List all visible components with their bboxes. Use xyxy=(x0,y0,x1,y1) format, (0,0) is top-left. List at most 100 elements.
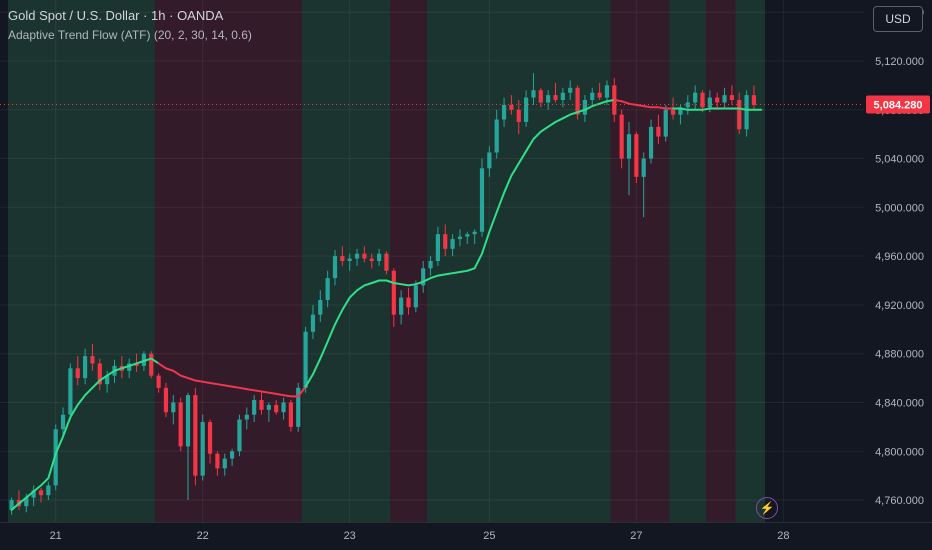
candle[interactable] xyxy=(230,448,235,466)
candle[interactable] xyxy=(413,280,418,313)
candle[interactable] xyxy=(751,85,757,110)
candle[interactable] xyxy=(97,358,102,391)
candle[interactable] xyxy=(700,90,705,113)
candle[interactable] xyxy=(560,87,565,108)
candle[interactable] xyxy=(391,268,396,327)
candle[interactable] xyxy=(384,251,389,275)
candle[interactable] xyxy=(362,246,367,263)
candle[interactable] xyxy=(310,304,316,340)
candle[interactable] xyxy=(75,356,80,386)
candle[interactable] xyxy=(318,290,323,322)
candle[interactable] xyxy=(516,100,521,135)
candle[interactable] xyxy=(501,97,507,127)
candle[interactable] xyxy=(252,395,257,422)
candle[interactable] xyxy=(354,248,360,266)
candle[interactable] xyxy=(634,131,639,183)
candle[interactable] xyxy=(648,119,654,164)
candle[interactable] xyxy=(428,256,433,276)
candle[interactable] xyxy=(274,400,279,415)
candle[interactable] xyxy=(266,402,271,422)
candle[interactable] xyxy=(553,82,558,103)
candle[interactable] xyxy=(90,343,95,371)
candle[interactable] xyxy=(472,229,477,244)
candle[interactable] xyxy=(457,229,463,247)
candle[interactable] xyxy=(487,146,492,177)
candle[interactable] xyxy=(332,250,338,286)
lightning-icon[interactable]: ⚡ xyxy=(756,497,778,519)
symbol-title[interactable]: Gold Spot / U.S. Dollar · 1h · OANDA xyxy=(8,8,224,23)
candle[interactable] xyxy=(435,226,440,266)
indicator-legend[interactable]: Adaptive Trend Flow (ATF) (20, 2, 30, 14… xyxy=(8,28,252,42)
candle[interactable] xyxy=(597,82,602,101)
candle[interactable] xyxy=(399,290,404,325)
candle[interactable] xyxy=(127,358,132,379)
candle[interactable] xyxy=(259,392,264,415)
candle[interactable] xyxy=(340,246,345,266)
candle[interactable] xyxy=(715,92,720,110)
candle[interactable] xyxy=(185,392,191,501)
candle[interactable] xyxy=(619,109,624,169)
candle[interactable] xyxy=(663,104,668,142)
candle[interactable] xyxy=(582,95,587,122)
candle[interactable] xyxy=(737,92,742,135)
candle[interactable] xyxy=(744,90,749,137)
candle[interactable] xyxy=(479,158,485,237)
candle[interactable] xyxy=(575,85,580,120)
candle[interactable] xyxy=(46,481,51,501)
candle[interactable] xyxy=(215,451,220,476)
candle[interactable] xyxy=(9,497,14,515)
candle[interactable] xyxy=(171,395,176,425)
candle[interactable] xyxy=(656,114,661,144)
candle[interactable] xyxy=(288,400,293,432)
candle-body xyxy=(377,253,382,261)
candle-body xyxy=(707,97,712,108)
candle[interactable] xyxy=(200,414,205,481)
candle[interactable] xyxy=(641,152,646,218)
candle[interactable] xyxy=(244,407,249,430)
price-axis[interactable]: 4,760.000 4,800.000 4,840.000 4,880.000 4,92… xyxy=(864,0,932,550)
candle[interactable] xyxy=(38,487,44,503)
candle-body xyxy=(163,387,169,413)
candle-body xyxy=(553,95,558,101)
candle[interactable] xyxy=(465,231,470,244)
candle[interactable] xyxy=(406,287,411,315)
candle[interactable] xyxy=(53,424,58,491)
candle[interactable] xyxy=(222,453,227,476)
candle[interactable] xyxy=(377,248,382,266)
candle[interactable] xyxy=(163,382,169,418)
candle[interactable] xyxy=(546,90,551,110)
candle[interactable] xyxy=(509,95,514,115)
candle[interactable] xyxy=(207,419,213,464)
candle[interactable] xyxy=(156,373,161,393)
candle[interactable] xyxy=(178,397,183,452)
candle[interactable] xyxy=(31,485,36,507)
candle[interactable] xyxy=(60,407,66,437)
currency-button[interactable]: USD xyxy=(873,6,923,32)
candle[interactable] xyxy=(494,109,499,159)
candle[interactable] xyxy=(83,348,88,385)
candle[interactable] xyxy=(296,382,301,432)
candle[interactable] xyxy=(237,414,242,457)
candle[interactable] xyxy=(149,351,154,379)
candle[interactable] xyxy=(325,270,330,308)
candle[interactable] xyxy=(281,397,286,420)
candle[interactable] xyxy=(729,85,734,105)
candle[interactable] xyxy=(626,121,632,196)
candle[interactable] xyxy=(347,253,352,271)
candle[interactable] xyxy=(568,80,573,101)
candle[interactable] xyxy=(303,326,308,393)
candle[interactable] xyxy=(369,253,374,269)
candle[interactable] xyxy=(524,90,529,127)
candle[interactable] xyxy=(531,73,536,105)
candle[interactable] xyxy=(193,387,198,486)
candle[interactable] xyxy=(450,234,455,257)
candle-body xyxy=(678,107,683,115)
candle[interactable] xyxy=(443,224,448,257)
time-axis[interactable]: 21 22 23 25 27 28 xyxy=(0,522,932,550)
candle[interactable] xyxy=(693,85,698,110)
candle[interactable] xyxy=(68,363,73,420)
candle[interactable] xyxy=(421,261,426,293)
candle[interactable] xyxy=(685,95,690,115)
